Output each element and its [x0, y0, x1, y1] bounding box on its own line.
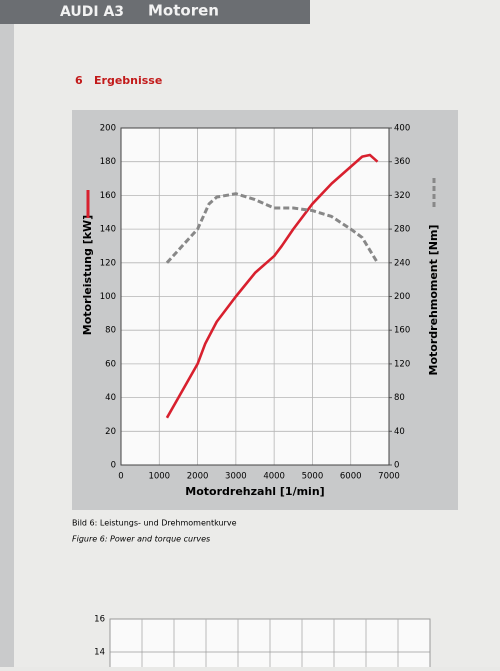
y2-tick-label: 240	[394, 258, 410, 268]
y-tick-label: 40	[105, 393, 116, 403]
y2-tick-label: 160	[394, 326, 410, 336]
y2-tick-label: 320	[394, 191, 410, 201]
x-tick-label: 2000	[187, 472, 209, 482]
y-tick-label: 0	[111, 461, 116, 471]
x-tick-label: 4000	[263, 472, 285, 482]
y-tick-label: 180	[100, 157, 116, 167]
x-tick-label: 3000	[225, 472, 247, 482]
plot-frame	[120, 127, 390, 466]
brand: AUDI A3	[60, 4, 124, 20]
y2-tick-label: 280	[394, 225, 410, 235]
y-tick-label: 80	[105, 326, 116, 336]
y2-tick-label: 360	[394, 157, 410, 167]
binding	[0, 0, 14, 667]
x-tick-label: 6000	[340, 472, 362, 482]
x-tick-label: 0	[118, 472, 123, 482]
y-tick-label: 60	[105, 359, 116, 369]
y2-tick-label: 80	[394, 393, 405, 403]
caption-de: Bild 6: Leistungs- und Drehmomentkurve	[72, 519, 237, 528]
section: Motoren	[148, 2, 219, 20]
y2-tick-label: 40	[394, 427, 405, 437]
x-tick-label: 1000	[148, 472, 170, 482]
y2-tick-label: 120	[394, 359, 410, 369]
y2-tick-label: 400	[394, 124, 410, 134]
y-tick-label: 120	[100, 258, 116, 268]
y2-tick-label: 200	[394, 292, 410, 302]
y2-tick-label: 0	[394, 461, 399, 471]
y-tick-label: 140	[100, 225, 116, 235]
x-axis-label: Motordrehzahl [1/min]	[185, 485, 324, 498]
y-tick-label: 160	[100, 191, 116, 201]
grid-2-vertical	[141, 619, 399, 667]
series-line	[165, 192, 379, 264]
caption-en: Figure 6: Power and torque curves	[72, 535, 210, 544]
y2-axis-label: Motordrehmoment [Nm]	[427, 225, 440, 376]
y-tick-label: 20	[105, 427, 116, 437]
series-line	[165, 153, 379, 419]
y-tick-label: 14	[94, 648, 105, 658]
y-axis-label: Motorleistung [kW]	[81, 215, 94, 335]
y-tick-label: 200	[100, 124, 116, 134]
y-tick-label: 16	[94, 615, 105, 625]
y-tick-label: 100	[100, 292, 116, 302]
heading-title: Ergebnisse	[94, 74, 162, 87]
x-tick-label: 7000	[378, 472, 400, 482]
heading-number: 6	[75, 74, 83, 87]
x-tick-label: 5000	[302, 472, 324, 482]
header-band	[0, 0, 310, 24]
